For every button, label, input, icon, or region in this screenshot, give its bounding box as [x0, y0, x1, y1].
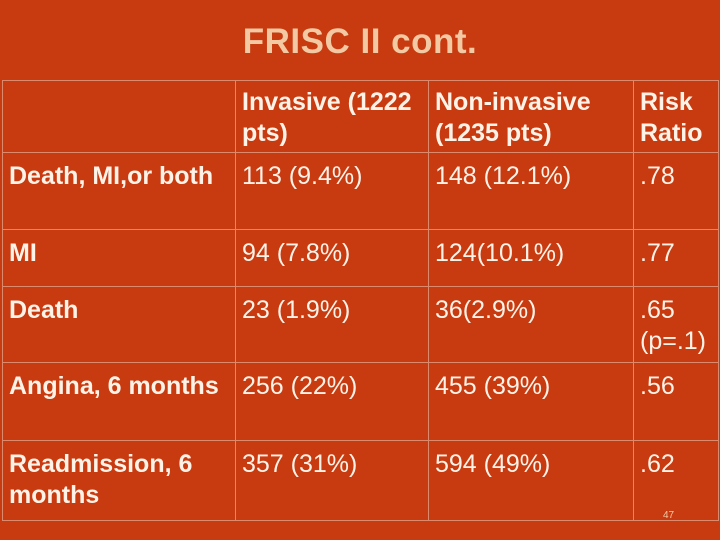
- header-noninvasive: Non-invasive (1235 pts): [428, 80, 634, 153]
- results-table-container: Invasive (1222 pts) Non-invasive (1235 p…: [2, 80, 719, 521]
- results-table: Invasive (1222 pts) Non-invasive (1235 p…: [2, 80, 719, 521]
- table-row: MI 94 (7.8%) 124(10.1%) .77: [2, 229, 719, 287]
- cell-invasive: 357 (31%): [235, 440, 429, 521]
- cell-invasive: 256 (22%): [235, 362, 429, 441]
- row-label: Death: [2, 286, 236, 363]
- cell-risk-ratio: .78: [633, 152, 719, 230]
- cell-noninvasive: 455 (39%): [428, 362, 634, 441]
- row-label: Death, MI,or both: [2, 152, 236, 230]
- table-row: Readmission, 6 months 357 (31%) 594 (49%…: [2, 440, 719, 521]
- cell-noninvasive: 594 (49%): [428, 440, 634, 521]
- cell-invasive: 113 (9.4%): [235, 152, 429, 230]
- row-label: Angina, 6 months: [2, 362, 236, 441]
- cell-risk-ratio: .62: [633, 440, 719, 521]
- row-label: MI: [2, 229, 236, 287]
- header-row: Invasive (1222 pts) Non-invasive (1235 p…: [2, 80, 719, 153]
- header-empty-cell: [2, 80, 236, 153]
- cell-risk-ratio: .56: [633, 362, 719, 441]
- slide-title: FRISC II cont.: [242, 22, 478, 61]
- header-invasive: Invasive (1222 pts): [235, 80, 429, 153]
- cell-invasive: 94 (7.8%): [235, 229, 429, 287]
- cell-noninvasive: 124(10.1%): [428, 229, 634, 287]
- page-number: 47: [663, 510, 675, 521]
- row-label: Readmission, 6 months: [2, 440, 236, 521]
- table-row: Death, MI,or both 113 (9.4%) 148 (12.1%)…: [2, 152, 719, 230]
- cell-noninvasive: 36(2.9%): [428, 286, 634, 363]
- cell-risk-ratio: .77: [633, 229, 719, 287]
- cell-noninvasive: 148 (12.1%): [428, 152, 634, 230]
- cell-invasive: 23 (1.9%): [235, 286, 429, 363]
- table-row: Death 23 (1.9%) 36(2.9%) .65 (p=.1): [2, 286, 719, 363]
- table-row: Angina, 6 months 256 (22%) 455 (39%) .56: [2, 362, 719, 441]
- header-risk-ratio: Risk Ratio: [633, 80, 719, 153]
- cell-risk-ratio: .65 (p=.1): [633, 286, 719, 363]
